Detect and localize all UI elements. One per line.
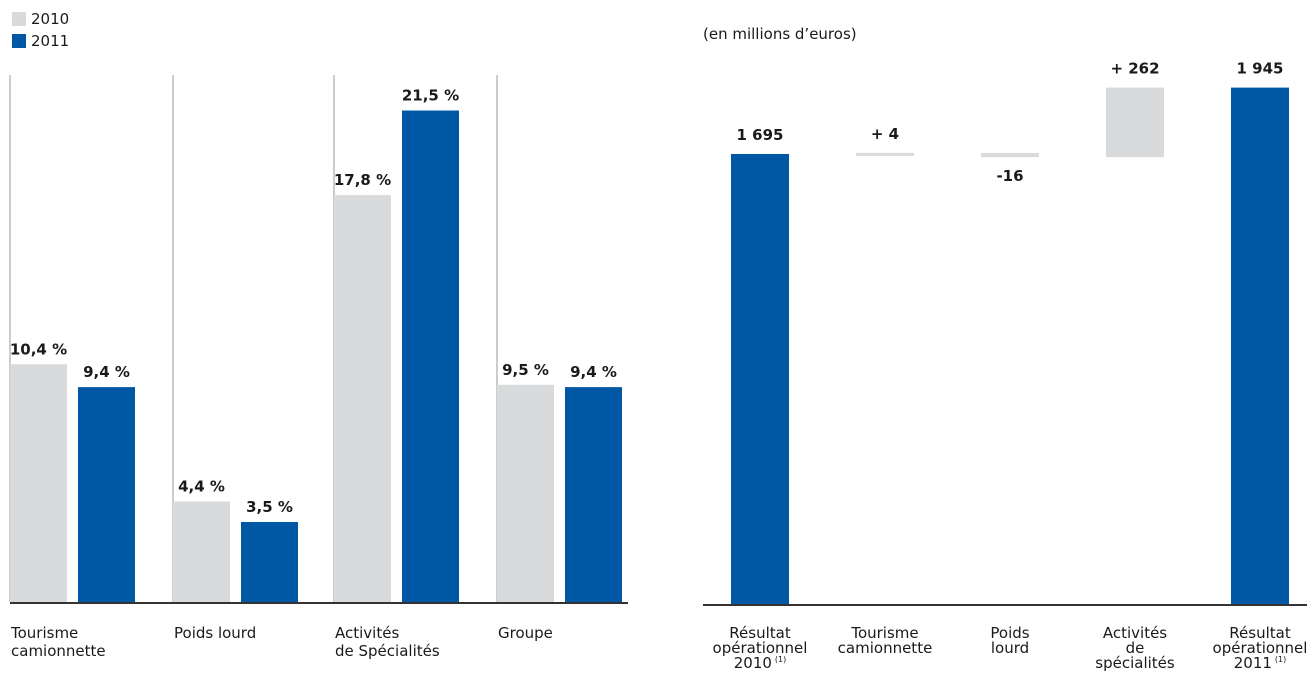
waterfall-category-label: spécialités [1095,654,1175,672]
waterfall-category-label: 2011 (1) [1234,654,1287,672]
waterfall-category-label: opérationnel [713,639,808,657]
data-label-2010-2: 4,4 % [178,477,225,495]
waterfall-category-label: Activités [1103,624,1167,642]
data-label-2010-1: 10,4 % [10,340,67,358]
waterfall-category-label: de [1126,639,1145,657]
waterfall-bar-5 [1231,87,1289,605]
data-label-2011-3: 21,5 % [402,87,459,105]
footnote-marker: (1) [775,655,786,664]
legend-swatch-2011 [12,34,26,48]
waterfall-category-label: 2010 (1) [734,654,787,672]
waterfall-category-label: Résultat [1229,624,1291,642]
legend-label-2010: 2010 [31,10,70,28]
data-label-2010-4: 9,5 % [502,361,549,379]
waterfall-unit-label: (en millions d’euros) [703,25,857,43]
waterfall-bar-4 [1106,87,1164,158]
waterfall-category-label: Tourisme [850,624,918,642]
waterfall-data-label-5: 1 945 [1237,60,1284,78]
data-label-2010-3: 17,8 % [334,171,391,189]
waterfall-bar-1 [731,153,789,605]
bar-2010-4 [497,384,554,602]
legend-label-2011: 2011 [31,32,70,50]
waterfall-category-label: opérationnel [1213,639,1308,657]
legend-item-2010: 2010 [12,8,69,30]
data-label-2011-4: 9,4 % [570,363,617,381]
footnote-marker: (1) [1275,655,1286,664]
waterfall-bar-3 [981,152,1039,158]
category-label: Tourisme [10,624,78,642]
category-label: camionnette [11,642,106,660]
bar-2010-1 [10,364,67,602]
bar-2010-3 [334,195,391,603]
legend-swatch-2010 [12,12,26,26]
bar-2011-1 [78,387,135,602]
waterfall-bar-2 [856,152,914,156]
legend-item-2011: 2011 [12,30,69,52]
chart-legend: 2010 2011 [12,8,69,52]
waterfall-category-label: Résultat [729,624,791,642]
bar-2011-3 [402,110,459,602]
category-label: Activités [335,624,399,642]
data-label-2011-1: 9,4 % [83,363,130,381]
bar-2011-2 [241,521,298,602]
waterfall-data-label-3: -16 [996,167,1023,185]
waterfall-data-label-4: + 262 [1110,60,1159,78]
waterfall-data-label-1: 1 695 [737,126,784,144]
bar-2010-2 [173,501,230,602]
waterfall-data-label-2: + 4 [871,125,899,143]
category-label: de Spécialités [335,642,440,660]
category-label: Poids lourd [174,624,256,642]
data-label-2011-2: 3,5 % [246,498,293,516]
category-label: Groupe [498,624,553,642]
waterfall-category-label: Poids [990,624,1029,642]
waterfall-category-label: camionnette [838,639,933,657]
waterfall-category-label: lourd [991,639,1029,657]
bar-2011-4 [565,387,622,602]
